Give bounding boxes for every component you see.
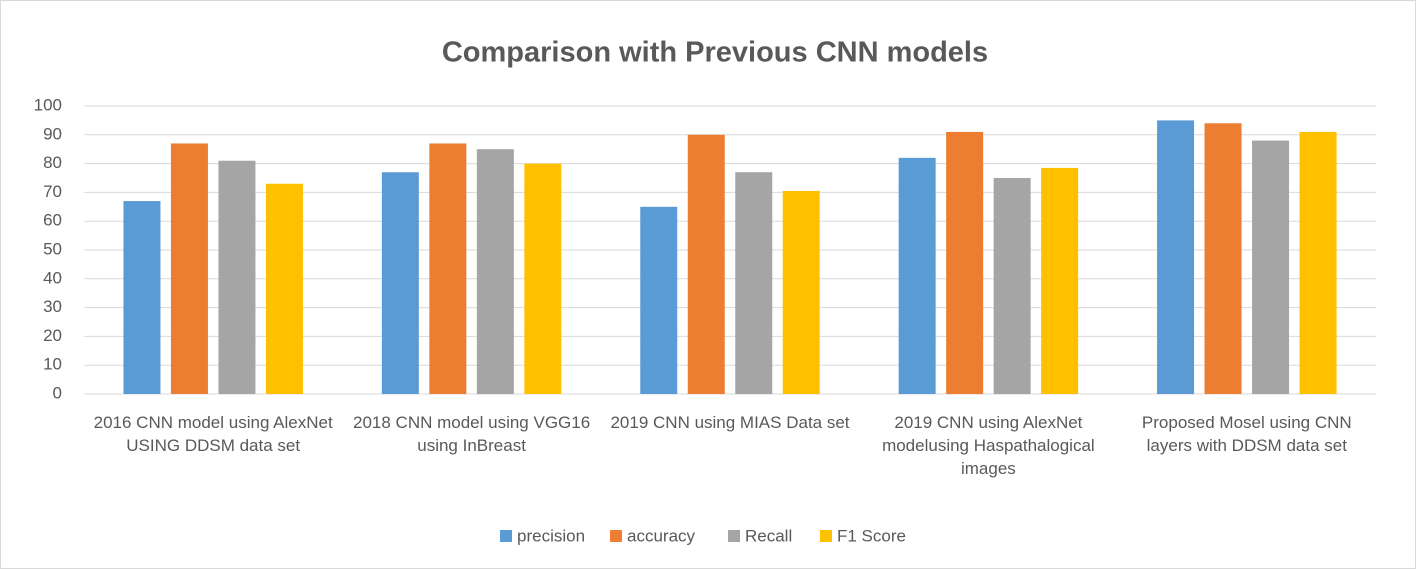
bar bbox=[946, 131, 984, 395]
bar bbox=[782, 190, 820, 394]
x-tick-label: 2016 CNN model using AlexNet USING DDSM … bbox=[93, 413, 333, 455]
x-tick-label: 2019 CNN using MIAS Data set bbox=[610, 413, 850, 432]
legend-label: accuracy bbox=[627, 526, 696, 545]
x-tick-label: 2019 CNN using AlexNet modelusing Haspat… bbox=[882, 413, 1095, 478]
bar bbox=[381, 172, 419, 394]
bar bbox=[1299, 131, 1337, 395]
legend-swatch bbox=[820, 530, 832, 542]
legend-label: F1 Score bbox=[837, 526, 906, 545]
y-tick-label: 10 bbox=[43, 355, 62, 374]
bar bbox=[1041, 167, 1079, 394]
y-tick-label: 40 bbox=[43, 268, 62, 287]
chart-title: Comparison with Previous CNN models bbox=[442, 37, 988, 69]
legend-swatch bbox=[500, 530, 512, 542]
y-tick-label: 60 bbox=[43, 211, 62, 230]
bar bbox=[1204, 123, 1242, 394]
y-tick-label: 50 bbox=[43, 239, 62, 258]
legend-swatch bbox=[728, 530, 740, 542]
bar bbox=[1157, 120, 1195, 395]
bar bbox=[687, 134, 725, 395]
bar bbox=[735, 172, 773, 394]
bar bbox=[170, 143, 208, 394]
legend-label: Recall bbox=[745, 526, 792, 545]
y-tick-label: 90 bbox=[43, 124, 62, 143]
y-tick-label: 20 bbox=[43, 326, 62, 345]
bar bbox=[1252, 140, 1290, 394]
y-tick-label: 100 bbox=[34, 95, 62, 114]
bar bbox=[429, 143, 467, 394]
bar bbox=[993, 178, 1031, 394]
y-tick-label: 80 bbox=[43, 153, 62, 172]
bar bbox=[123, 201, 161, 394]
y-tick-label: 0 bbox=[53, 383, 62, 402]
bar bbox=[265, 183, 303, 394]
x-tick-label: 2018 CNN model using VGG16 using InBreas… bbox=[353, 413, 591, 455]
y-tick-label: 30 bbox=[43, 297, 62, 316]
bar bbox=[218, 160, 256, 394]
legend-label: precision bbox=[517, 526, 585, 545]
bar bbox=[640, 206, 678, 394]
bar bbox=[524, 163, 562, 394]
x-tick-label: Proposed Mosel using CNN layers with DDS… bbox=[1141, 413, 1352, 455]
legend-swatch bbox=[610, 530, 622, 542]
bar bbox=[476, 149, 514, 394]
y-tick-label: 70 bbox=[43, 182, 62, 201]
bar bbox=[898, 157, 936, 394]
